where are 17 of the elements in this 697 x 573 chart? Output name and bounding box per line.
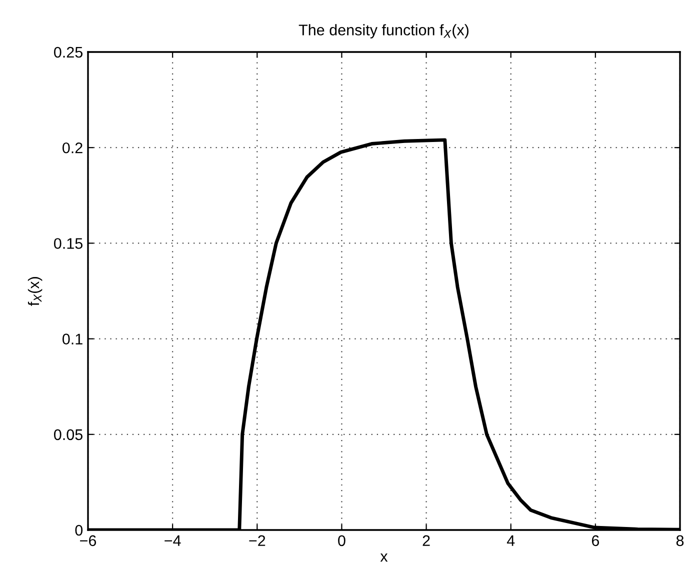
- x-tick-label: 8: [676, 535, 684, 546]
- x-tick-label: −4: [164, 535, 181, 546]
- x-tick-label: 0: [338, 535, 346, 546]
- y-tick-label: 0.2: [62, 142, 82, 154]
- y-tick-label: 0.1: [62, 334, 82, 344]
- x-tick-label: −2: [249, 535, 266, 546]
- y-axis-title: f$_{X}$(x): [28, 277, 42, 306]
- x-tick-label: 6: [592, 535, 600, 546]
- y-tick-label: 0.15: [54, 238, 82, 249]
- y-tick-label: 0.25: [54, 46, 82, 58]
- chart-title: The density function f$_{X}$(x): [298, 24, 468, 38]
- x-tick-label: 4: [506, 535, 515, 546]
- x-axis-title: x: [380, 553, 388, 562]
- x-tick-label: −6: [80, 535, 96, 546]
- y-tick-label: 0: [75, 524, 83, 536]
- y-tick-label: 0.05: [54, 429, 82, 440]
- x-tick-label: 2: [422, 535, 430, 546]
